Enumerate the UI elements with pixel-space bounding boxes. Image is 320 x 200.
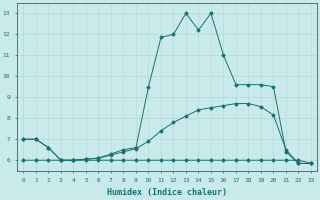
X-axis label: Humidex (Indice chaleur): Humidex (Indice chaleur): [107, 188, 227, 197]
